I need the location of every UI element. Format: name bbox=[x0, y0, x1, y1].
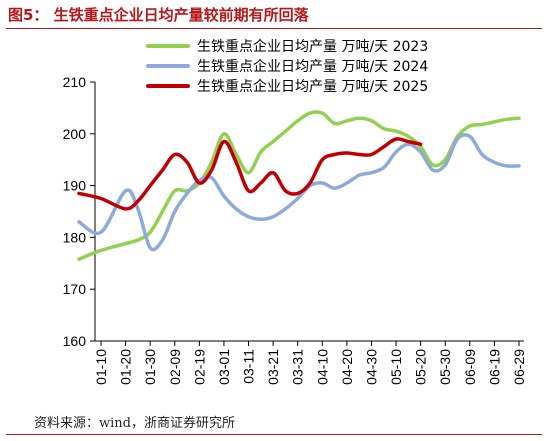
x-tick-label: 06-29 bbox=[511, 349, 527, 385]
y-tick-label: 200 bbox=[63, 126, 87, 142]
x-tick-label: 06-09 bbox=[462, 349, 478, 385]
x-tick-label: 05-20 bbox=[413, 349, 429, 385]
x-tick-label: 02-09 bbox=[167, 349, 183, 385]
bottom-divider bbox=[6, 434, 542, 435]
x-tick-label: 03-21 bbox=[265, 349, 281, 385]
x-tick-label: 04-30 bbox=[363, 349, 379, 385]
x-tick-label: 04-10 bbox=[314, 349, 330, 385]
x-axis: 01-10 01-20 01-30 02-09 02-19 03-01 03-11 03-21… bbox=[93, 341, 527, 385]
series-layer bbox=[79, 112, 519, 259]
legend-label: 生铁重点企业日均产量 万吨/天 2025 bbox=[197, 78, 428, 95]
x-tick-label: 04-20 bbox=[339, 349, 355, 385]
x-tick-label: 03-01 bbox=[216, 349, 232, 385]
x-tick-label: 01-20 bbox=[118, 349, 134, 385]
y-tick-label: 210 bbox=[63, 74, 87, 90]
y-tick-label: 190 bbox=[63, 178, 87, 194]
y-tick-label: 180 bbox=[63, 229, 87, 245]
x-tick-label: 03-11 bbox=[241, 349, 257, 384]
x-tick-label: 01-30 bbox=[142, 349, 158, 385]
x-tick-label: 01-10 bbox=[93, 349, 109, 385]
legend-label: 生铁重点企业日均产量 万吨/天 2024 bbox=[197, 58, 428, 75]
x-tick-label: 05-30 bbox=[437, 349, 453, 385]
y-tick-label: 170 bbox=[63, 281, 87, 297]
y-tick-label: 160 bbox=[63, 333, 87, 349]
legend: 生铁重点企业日均产量 万吨/天 2023 生铁重点企业日均产量 万吨/天 2024… bbox=[148, 38, 428, 95]
x-tick-label: 03-31 bbox=[290, 349, 306, 385]
x-tick-label: 06-19 bbox=[486, 349, 502, 385]
source-note: 资料来源：wind，浙商证券研究所 bbox=[34, 412, 235, 431]
legend-label: 生铁重点企业日均产量 万吨/天 2023 bbox=[197, 38, 428, 55]
y-axis: 160 170 180 190 200 210 bbox=[63, 74, 95, 349]
x-tick-label: 02-19 bbox=[191, 349, 207, 385]
x-tick-label: 05-10 bbox=[388, 349, 404, 385]
